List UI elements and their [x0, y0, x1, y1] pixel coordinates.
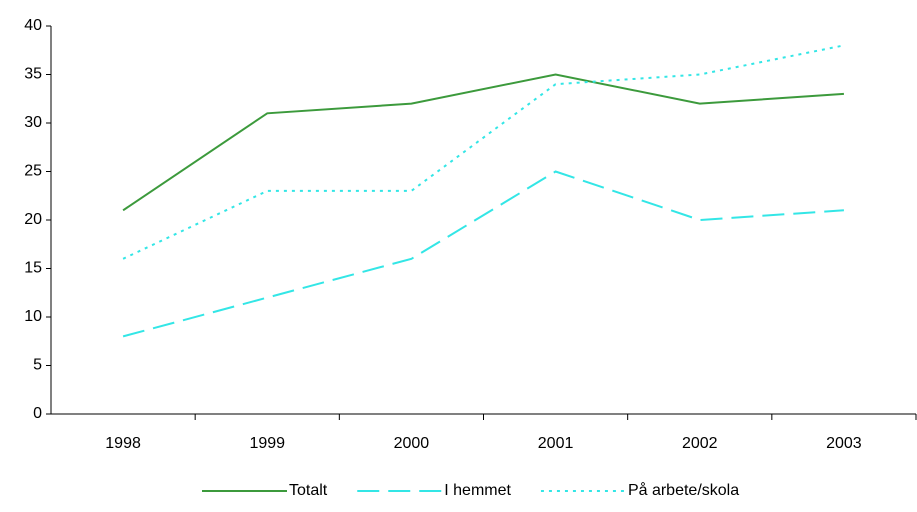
x-tick-label: 2003 [826, 435, 862, 452]
x-tick-label: 2000 [394, 435, 430, 452]
x-tick-label: 1998 [105, 435, 141, 452]
x-tick-label: 2002 [682, 435, 718, 452]
x-tick-label: 1999 [249, 435, 285, 452]
legend-label: På arbete/skola [628, 481, 739, 499]
legend-label: Totalt [289, 482, 328, 499]
legend-label: I hemmet [444, 482, 511, 499]
y-tick-label: 0 [33, 405, 42, 422]
series-line [122, 73, 844, 212]
series-line [122, 44, 845, 260]
y-tick-label: 25 [24, 163, 42, 180]
x-tick-label: 2001 [538, 435, 574, 452]
y-tick-label: 5 [33, 357, 42, 374]
series-line [122, 170, 844, 338]
y-tick-label: 10 [24, 308, 42, 325]
y-tick-label: 40 [24, 17, 42, 34]
y-tick-label: 15 [24, 260, 42, 277]
y-tick-label: 20 [24, 211, 42, 228]
y-tick-label: 30 [24, 114, 42, 131]
y-tick-label: 35 [24, 66, 42, 83]
